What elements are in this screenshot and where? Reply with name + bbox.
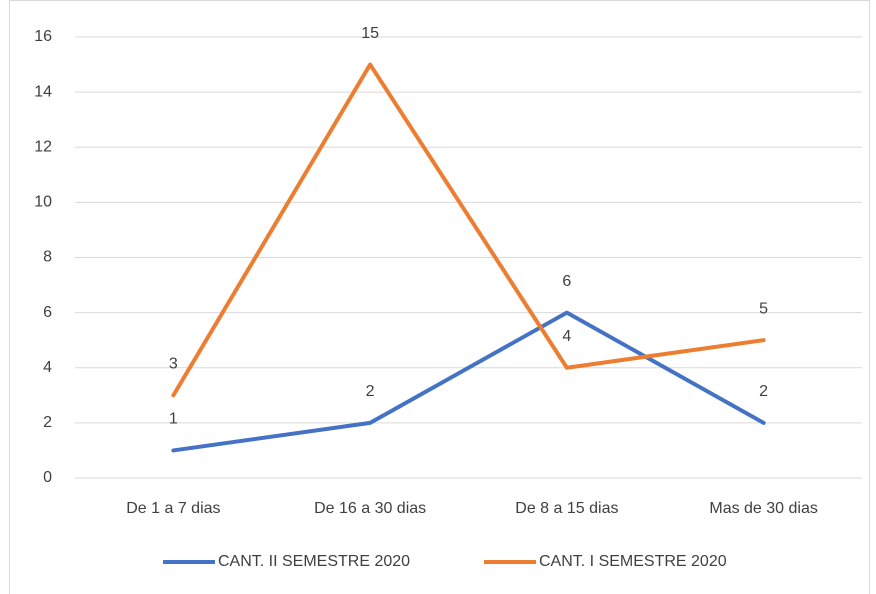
data-label: 3: [169, 356, 178, 373]
y-tick-label: 8: [43, 249, 52, 266]
x-tick-label: De 8 a 15 dias: [515, 500, 618, 517]
series-line: [171, 62, 766, 398]
y-tick-label: 16: [34, 28, 52, 45]
data-label: 1: [169, 411, 178, 428]
y-tick-label: 14: [34, 83, 52, 100]
x-tick-label: De 1 a 7 dias: [126, 500, 220, 517]
x-tick-label: De 16 a 30 dias: [314, 500, 426, 517]
y-tick-label: 12: [34, 138, 52, 155]
x-tick-label: Mas de 30 dias: [709, 500, 818, 517]
chart-border: [9, 0, 870, 594]
legend-label: CANT. I SEMESTRE 2020: [539, 553, 727, 570]
data-label: 5: [759, 300, 768, 317]
legend-label: CANT. II SEMESTRE 2020: [218, 553, 410, 570]
y-tick-label: 2: [43, 414, 52, 431]
y-tick-label: 6: [43, 304, 52, 321]
data-label: 2: [366, 383, 375, 400]
data-label: 2: [759, 383, 768, 400]
data-label: 15: [361, 25, 379, 42]
series-line: [171, 310, 766, 453]
y-tick-label: 10: [34, 194, 52, 211]
y-tick-label: 4: [43, 359, 52, 376]
data-label: 6: [562, 273, 571, 290]
data-label: 4: [562, 328, 571, 345]
y-tick-label: 0: [43, 469, 52, 486]
